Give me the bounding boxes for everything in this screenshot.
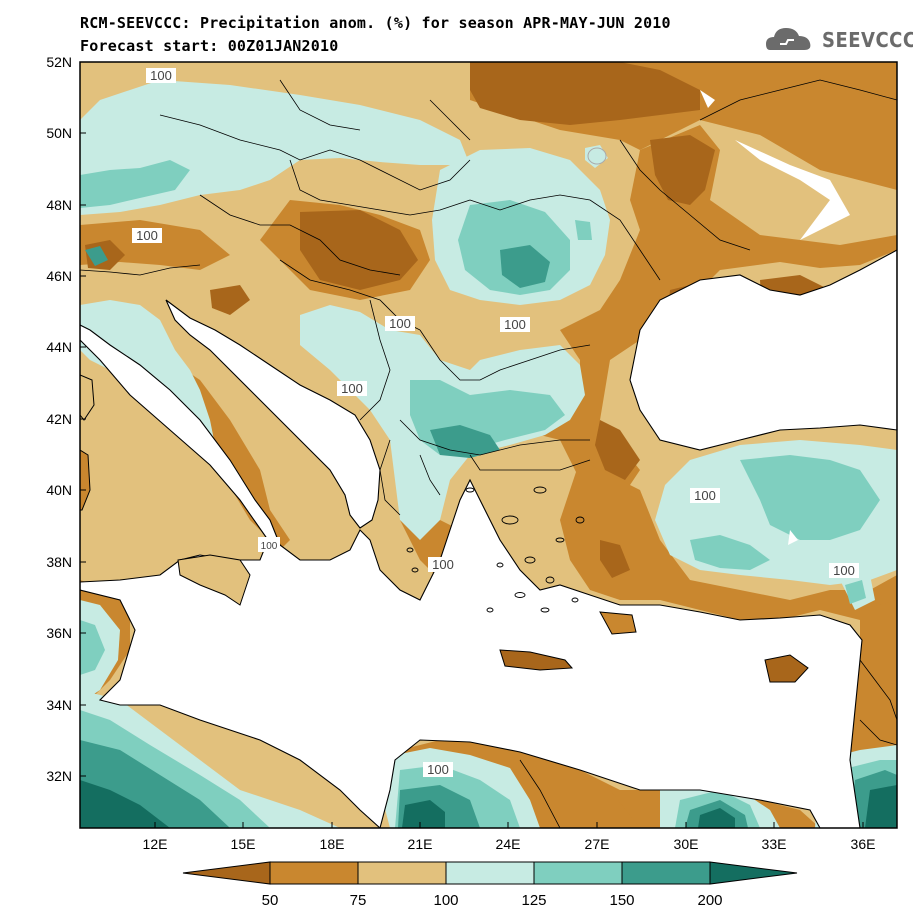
lat-label: 46N bbox=[46, 268, 72, 284]
lat-label: 36N bbox=[46, 625, 72, 641]
lat-label: 32N bbox=[46, 768, 72, 784]
lat-label: 44N bbox=[46, 339, 72, 355]
map-title: RCM-SEEVCCC: Precipitation anom. (%) for… bbox=[80, 14, 671, 32]
contour-label: 100 bbox=[500, 317, 530, 332]
colorbar-label: 100 bbox=[433, 892, 458, 909]
map-frame bbox=[79, 61, 898, 829]
map-field bbox=[80, 62, 897, 828]
colorbar-label: 50 bbox=[262, 892, 279, 909]
lat-label: 48N bbox=[46, 197, 72, 213]
lat-label: 42N bbox=[46, 411, 72, 427]
colorbar-segment-lt50 bbox=[182, 861, 271, 885]
forecast-start-label: Forecast start: 00Z01JAN2010 bbox=[80, 37, 339, 55]
lat-label: 38N bbox=[46, 554, 72, 570]
lat-label: 34N bbox=[46, 697, 72, 713]
contour-labels: 100 100 100 100 100 100 100 100 bbox=[132, 68, 859, 777]
svg-text:100: 100 bbox=[150, 68, 172, 83]
colorbar-label: 125 bbox=[521, 892, 546, 909]
colorbar-labels: 50 75 100 125 150 200 bbox=[262, 892, 723, 909]
lon-label: 30E bbox=[674, 836, 699, 852]
lat-ticks bbox=[80, 61, 86, 777]
contour-label: 100 bbox=[385, 316, 415, 331]
colorbar-label: 200 bbox=[697, 892, 722, 909]
colorbar-segment-100-125 bbox=[445, 861, 535, 885]
islands bbox=[80, 374, 809, 683]
svg-text:100: 100 bbox=[427, 762, 449, 777]
lon-label: 18E bbox=[320, 836, 345, 852]
lon-labels: 12E 15E 18E 21E 24E 27E 30E 33E 36E bbox=[143, 836, 876, 852]
lat-label: 52N bbox=[46, 54, 72, 70]
cloud-icon bbox=[766, 28, 811, 50]
aegean-islands bbox=[406, 486, 585, 613]
lon-label: 33E bbox=[762, 836, 787, 852]
seevccc-logo: SEEVCCC bbox=[822, 28, 913, 52]
extreme-wet-regions bbox=[80, 780, 897, 828]
lon-label: 27E bbox=[585, 836, 610, 852]
lon-label: 36E bbox=[851, 836, 876, 852]
contour-label: 100 bbox=[258, 537, 280, 552]
svg-text:100: 100 bbox=[504, 317, 526, 332]
svg-text:100: 100 bbox=[833, 563, 855, 578]
svg-text:100: 100 bbox=[136, 228, 158, 243]
lon-label: 15E bbox=[231, 836, 256, 852]
svg-text:100: 100 bbox=[341, 381, 363, 396]
colorbar-segment-75-100 bbox=[357, 861, 447, 885]
contour-label: 100 bbox=[132, 228, 162, 243]
colorbar-segment-150-200 bbox=[621, 861, 711, 885]
svg-text:100: 100 bbox=[432, 557, 454, 572]
colorbar-segment-gt200 bbox=[709, 861, 798, 885]
lat-label: 50N bbox=[46, 125, 72, 141]
svg-text:100: 100 bbox=[694, 488, 716, 503]
lon-label: 24E bbox=[496, 836, 521, 852]
lat-labels: 52N 50N 48N 46N 44N 42N 40N 38N 36N 34N … bbox=[46, 54, 72, 784]
colorbar bbox=[182, 861, 798, 885]
lat-label: 40N bbox=[46, 482, 72, 498]
svg-text:100: 100 bbox=[389, 316, 411, 331]
svg-text:100: 100 bbox=[261, 541, 278, 552]
contour-label: 100 bbox=[337, 381, 367, 396]
lon-ticks bbox=[154, 822, 864, 828]
country-borders bbox=[80, 79, 897, 828]
contour-label: 100 bbox=[829, 563, 859, 578]
missing-data-patch bbox=[735, 140, 850, 240]
lon-label: 21E bbox=[408, 836, 433, 852]
contour-label: 100 bbox=[146, 68, 176, 83]
colorbar-label: 150 bbox=[609, 892, 634, 909]
sea-areas bbox=[80, 249, 897, 828]
contour-label: 100 bbox=[690, 488, 720, 503]
colorbar-segment-50-75 bbox=[269, 861, 359, 885]
lon-label: 12E bbox=[143, 836, 168, 852]
colorbar-label: 75 bbox=[350, 892, 367, 909]
contour-label: 100 bbox=[428, 557, 458, 572]
contour-label: 100 bbox=[423, 762, 453, 777]
colorbar-segment-125-150 bbox=[533, 861, 623, 885]
